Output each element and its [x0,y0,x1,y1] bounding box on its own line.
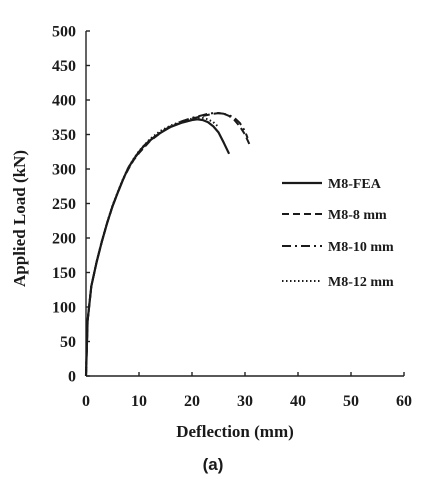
y-tick-label: 150 [52,265,76,282]
figure-caption: (a) [203,455,224,474]
legend-label: M8-FEA [328,177,382,192]
y-tick-label: 200 [52,231,76,248]
x-axis-ticks: 0 10 20 30 40 50 60 [82,372,412,410]
x-tick-label: 20 [184,393,200,410]
series-line-m8-12-mm [85,116,220,377]
y-tick-label: 450 [52,58,76,75]
y-tick-label: 50 [60,334,76,351]
x-tick-label: 50 [343,393,359,410]
legend: M8-FEA M8-8 mm M8-10 mm M8-12 mm [282,177,394,290]
y-axis-ticks: 0 50 100 150 200 250 300 350 400 450 500 [52,24,90,386]
y-tick-label: 400 [52,93,76,110]
axes [85,31,404,377]
x-tick-label: 0 [82,393,90,410]
x-tick-label: 30 [237,393,253,410]
legend-label: M8-10 mm [328,240,394,255]
y-tick-label: 100 [52,300,76,317]
series-group [84,112,252,377]
y-tick-label: 0 [68,369,76,386]
y-axis-title: Applied Load (kN) [10,150,29,287]
y-tick-label: 500 [52,24,76,41]
series-line-m8-8-mm [85,112,252,377]
y-tick-label: 350 [52,127,76,144]
legend-label: M8-8 mm [328,208,387,223]
x-axis-title: Deflection (mm) [176,422,294,441]
x-tick-label: 10 [131,393,147,410]
x-tick-label: 40 [290,393,306,410]
series-line-m8-10-mm [85,112,249,377]
series-line-m8-fea [84,118,231,377]
y-tick-label: 250 [52,196,76,213]
legend-label: M8-12 mm [328,275,394,290]
y-tick-label: 300 [52,162,76,179]
x-tick-label: 60 [396,393,412,410]
